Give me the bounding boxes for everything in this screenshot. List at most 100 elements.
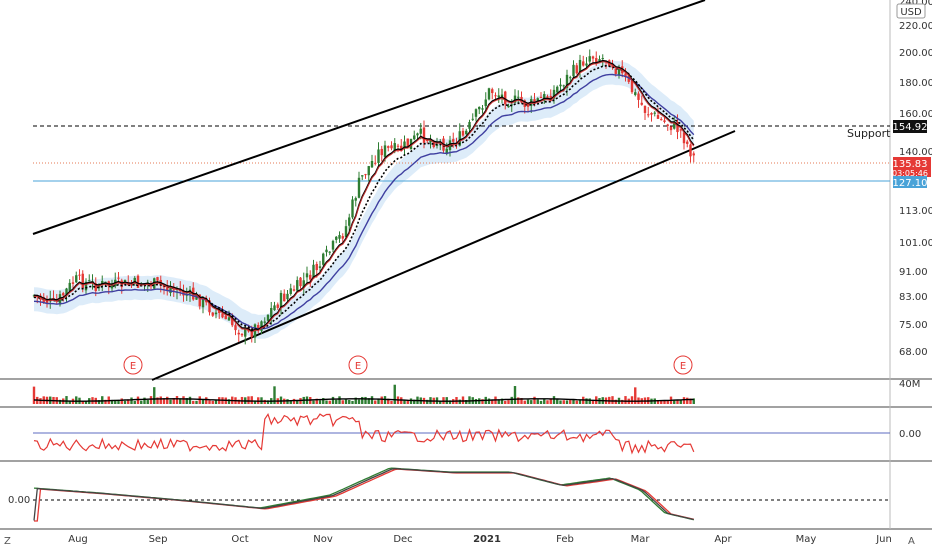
volume-bar	[526, 399, 530, 404]
macd-scale-label: 0.00	[8, 495, 30, 506]
volume-bar	[250, 396, 253, 404]
volume-bar	[348, 399, 351, 404]
volume-bar	[211, 400, 214, 404]
volume-bar	[172, 398, 175, 404]
channel-lower-line	[151, 130, 736, 381]
candle-body	[513, 95, 517, 103]
candle-body	[383, 145, 387, 157]
volume-bar	[585, 398, 588, 404]
candle-body	[156, 277, 159, 281]
candle-body	[413, 135, 416, 140]
candle-body	[562, 85, 565, 87]
candle-body	[257, 325, 260, 331]
candle-body	[569, 77, 572, 79]
volume-bar	[393, 384, 396, 404]
candle-body	[328, 251, 331, 253]
volume-bar	[263, 399, 266, 404]
volume-bar	[153, 387, 156, 404]
candle-body	[318, 266, 322, 268]
time-axis-label: Nov	[313, 534, 333, 545]
volume-bars	[32, 384, 695, 404]
candle-body	[166, 287, 169, 291]
candle-body	[556, 86, 559, 93]
volume-bar	[81, 400, 84, 404]
candle-body	[302, 280, 305, 288]
volume-bar	[104, 399, 107, 404]
support-price-label: 154.92	[893, 122, 928, 133]
volume-bar	[439, 400, 442, 404]
candle-body	[276, 304, 279, 308]
volume-bar	[364, 396, 367, 404]
volume-bar	[448, 400, 452, 404]
candle-body	[500, 94, 504, 98]
currency-box[interactable]: USD	[896, 3, 926, 19]
volume-bar	[247, 396, 250, 404]
candle-body	[578, 59, 582, 73]
candle-body	[75, 275, 78, 283]
candle-body	[218, 309, 221, 314]
candle-body	[331, 240, 335, 250]
candle-body	[660, 119, 663, 121]
candle-body	[237, 332, 240, 335]
price-axis-tick: 160.00	[899, 109, 932, 120]
candle-body	[286, 293, 289, 300]
volume-bar	[198, 396, 201, 404]
price-axis-tick: 140.00	[899, 147, 932, 158]
corner-right-label[interactable]: A	[908, 536, 915, 547]
volume-bar	[182, 396, 185, 404]
candle-body	[94, 283, 97, 291]
candle-body	[539, 96, 543, 99]
candle-body	[117, 277, 120, 279]
price-axis-tick: 180.00	[899, 78, 932, 89]
candle-body	[289, 288, 292, 294]
volume-bar	[312, 400, 315, 404]
corner-left-label[interactable]: Z	[4, 536, 11, 547]
candle-body	[682, 132, 686, 144]
candle-body	[325, 249, 328, 253]
volume-bar	[192, 400, 195, 404]
candle-body	[686, 141, 689, 144]
candle-body	[624, 73, 627, 78]
candle-body	[487, 88, 491, 100]
candle-body	[403, 141, 406, 149]
candle-body	[71, 282, 75, 284]
volume-bar	[127, 399, 130, 404]
candle-body	[650, 113, 653, 115]
time-axis-label: Dec	[393, 534, 412, 545]
volume-bar	[611, 396, 614, 404]
candle-body	[266, 314, 270, 321]
candle-body	[504, 91, 507, 105]
candle-body	[393, 143, 396, 152]
volume-bar	[387, 398, 390, 404]
candle-body	[461, 130, 465, 136]
volume-bar	[390, 400, 393, 404]
volume-bar	[84, 400, 88, 404]
candle-body	[432, 141, 435, 148]
volume-bar	[487, 398, 491, 404]
candle-body	[364, 174, 367, 176]
earnings-marker-label: E	[130, 361, 136, 372]
candle-body	[231, 316, 234, 326]
volume-bar	[279, 396, 283, 404]
volume-bar	[682, 397, 686, 404]
volume-bar	[120, 398, 123, 404]
volume-bar	[660, 400, 663, 404]
candle-body	[198, 294, 201, 307]
volume-bar	[572, 399, 575, 404]
volume-bar	[481, 399, 484, 404]
candle-body	[374, 162, 377, 164]
support-tag: 154.92	[893, 120, 928, 133]
volume-bar	[136, 396, 140, 404]
candle-body	[312, 264, 315, 279]
volume-bar	[370, 396, 374, 404]
candle-body	[491, 89, 494, 94]
volume-bar	[562, 400, 565, 404]
price-axis-tick: 101.00	[899, 238, 932, 249]
volume-bar	[286, 399, 289, 404]
candle-body	[224, 315, 227, 320]
candle-body	[533, 99, 536, 104]
volume-bar	[114, 399, 117, 404]
time-axis[interactable]: Aug Sep Oct Nov Dec 2021 Feb Mar Apr May Jun	[68, 534, 892, 545]
volume-bar	[663, 400, 666, 404]
candle-body	[361, 175, 364, 177]
